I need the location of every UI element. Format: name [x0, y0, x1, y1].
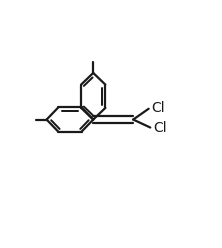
- Text: Cl: Cl: [151, 101, 165, 115]
- Text: Cl: Cl: [153, 121, 166, 135]
